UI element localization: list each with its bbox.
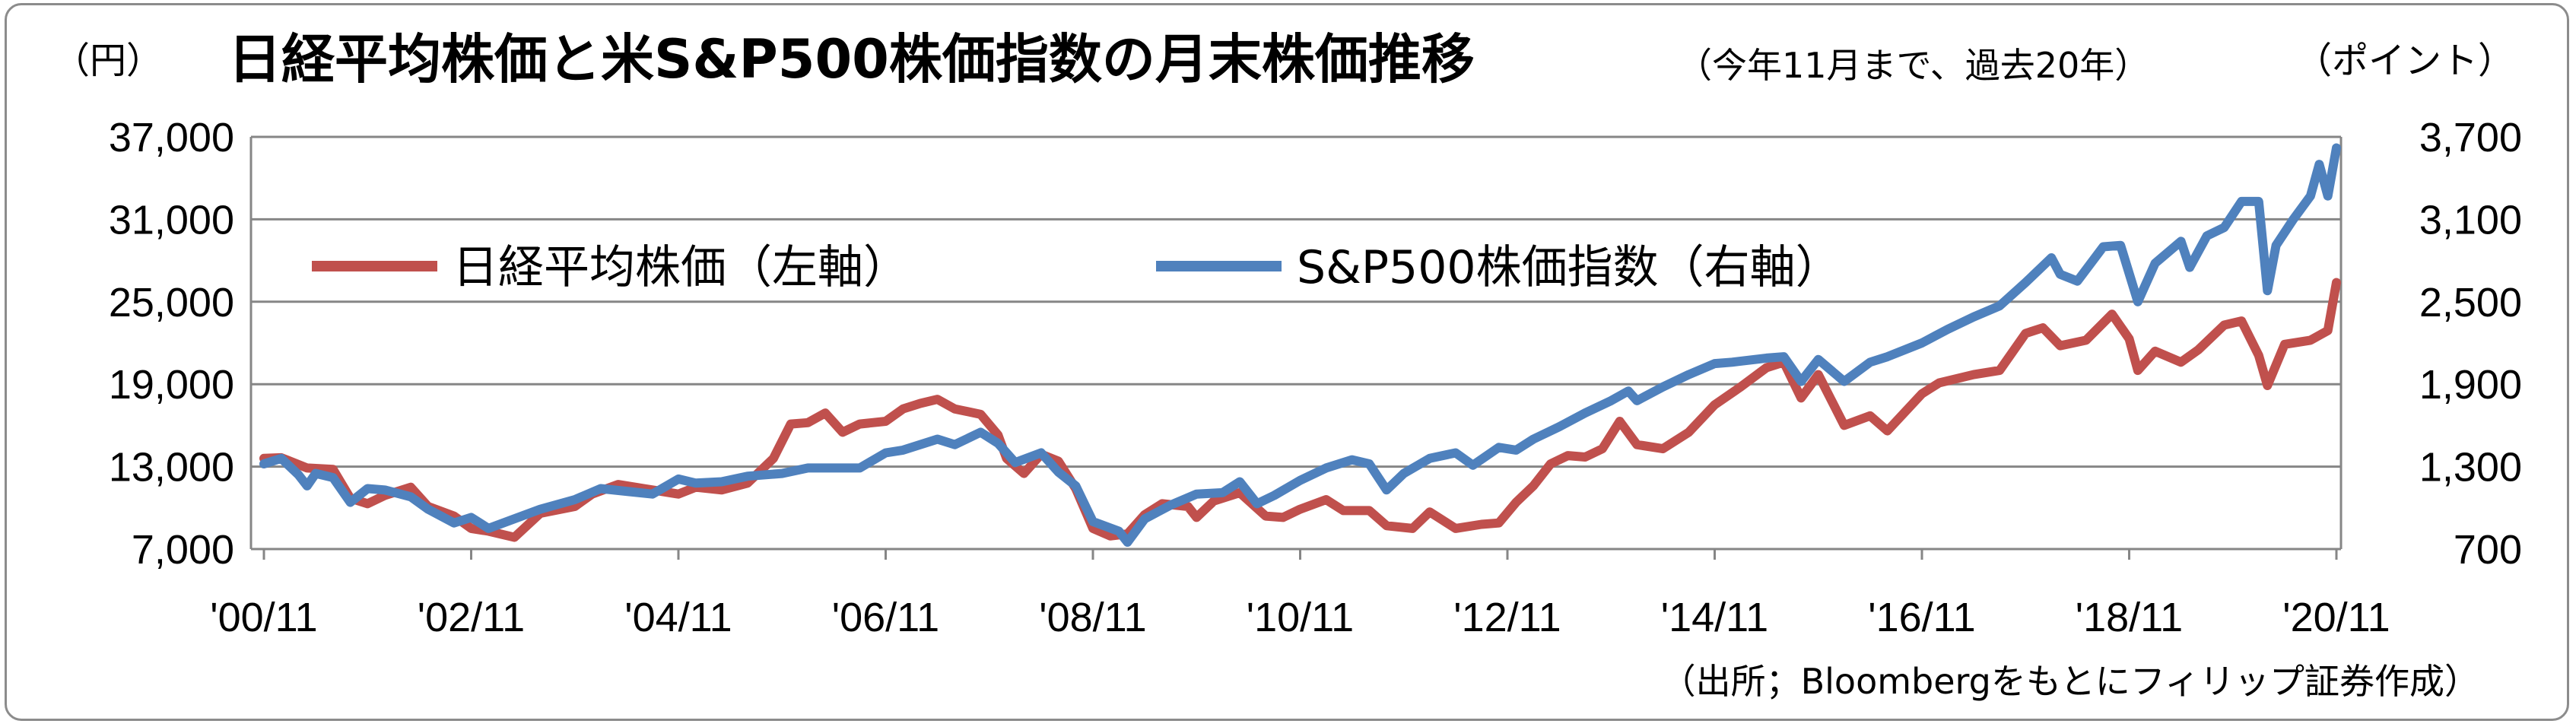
legend-label-sp500: S&P500株価指数（右軸） — [1297, 241, 1841, 294]
x-tick-label: '20/11 — [2282, 595, 2390, 640]
series-line-nikkei — [259, 278, 2341, 542]
chart-title: 日経平均株価と米S&P500株価指数の月末株価推移 — [228, 28, 1475, 90]
tick-labels: 7,000 13,000 19,000 25,000 31,000 37,000 700 1,… — [109, 115, 2522, 640]
legend: 日経平均株価（左軸） S&P500株価指数（右軸） — [312, 241, 1841, 294]
left-tick-label: 37,000 — [109, 115, 234, 160]
right-tick-label: 1,300 — [2419, 445, 2522, 490]
x-tick-label: '16/11 — [1868, 595, 1975, 640]
chart-subtitle: （今年11月まで、過去20年） — [1677, 45, 2149, 86]
left-tick-label: 25,000 — [109, 280, 234, 325]
gridlines — [251, 135, 2341, 468]
x-tick-label: '18/11 — [2076, 595, 2183, 640]
right-axis-unit: （ポイント） — [2295, 40, 2514, 82]
x-tick-label: '14/11 — [1661, 595, 1768, 640]
x-tick-label: '08/11 — [1039, 595, 1146, 640]
left-tick-label: 7,000 — [132, 527, 234, 573]
x-tick-label: '04/11 — [624, 595, 732, 640]
x-tick-label: '00/11 — [210, 595, 317, 640]
left-axis-unit: （円） — [53, 40, 163, 82]
right-tick-label: 2,500 — [2419, 280, 2522, 325]
source-note: （出所；Bloombergをもとにフィリップ証券作成） — [1661, 661, 2479, 702]
right-tick-label: 3,700 — [2419, 115, 2522, 160]
right-tick-label: 700 — [2454, 527, 2522, 573]
axes — [249, 137, 2343, 560]
left-tick-label: 13,000 — [109, 445, 234, 490]
left-tick-label: 31,000 — [109, 197, 234, 243]
x-tick-label: '10/11 — [1247, 595, 1354, 640]
left-tick-label: 19,000 — [109, 362, 234, 408]
x-tick-label: '12/11 — [1453, 595, 1561, 640]
x-tick-label: '02/11 — [418, 595, 525, 640]
legend-label-nikkei: 日経平均株価（左軸） — [453, 241, 909, 294]
right-tick-label: 3,100 — [2419, 197, 2522, 243]
series-line-sp500 — [259, 143, 2341, 547]
right-tick-label: 1,900 — [2419, 362, 2522, 408]
x-tick-label: '06/11 — [832, 595, 939, 640]
series-lines — [259, 143, 2341, 547]
